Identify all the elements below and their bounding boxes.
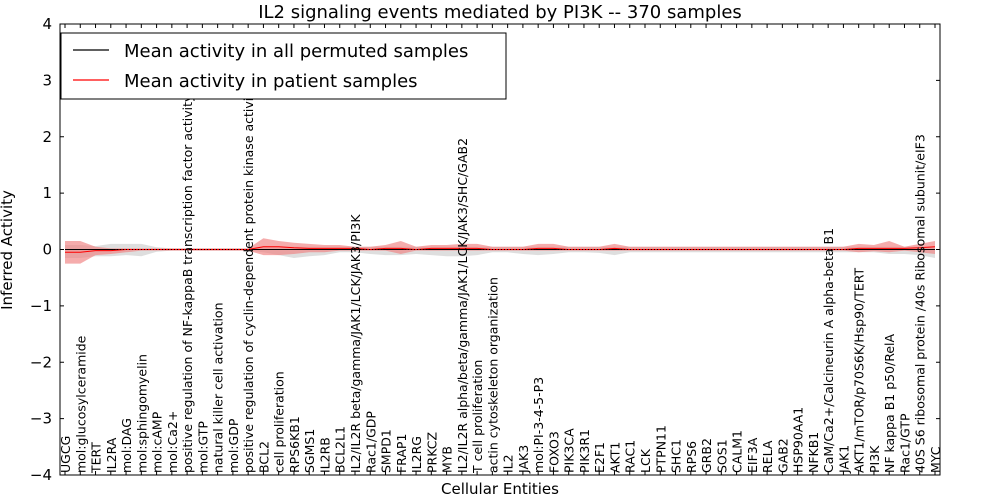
x-tick-label: SOS1 [714, 439, 729, 473]
y-axis-label: Inferred Activity [0, 190, 16, 310]
legend-label-permuted: Mean activity in all permuted samples [124, 41, 468, 62]
y-tick-label: −1 [30, 297, 52, 315]
x-tick-label: mol:cAMP [150, 411, 165, 473]
x-tick-label: actin cytoskeleton organization [485, 277, 500, 473]
x-tick-label: EIF3A [745, 437, 760, 473]
x-tick-label: mol:glucosylceramide [73, 335, 88, 473]
x-tick-label: RAC1 [623, 440, 638, 473]
x-tick-label: PI3K [867, 445, 882, 473]
x-tick-label: FOXO3 [546, 431, 561, 473]
y-tick-label: −3 [30, 410, 52, 428]
x-tick-label: 40S S6 ribosomal protein /40s Ribosomal … [913, 134, 928, 473]
x-tick-label: FRAP1 [394, 434, 409, 473]
x-tick-label: IL2RG [409, 436, 424, 473]
x-axis: UGCG mol:glucosylceramide TERT IL2RA mol:DAG… [58, 24, 943, 475]
x-tick-label: GAB2 [775, 438, 790, 473]
x-tick-label: LCK [638, 448, 653, 473]
x-tick-label: MYC [928, 446, 943, 473]
legend: Mean activity in all permuted samples Me… [60, 32, 507, 100]
y-tick-label: 0 [42, 241, 52, 259]
x-tick-label: PRKCZ [424, 432, 439, 473]
x-tick-label: SHC1 [669, 439, 684, 473]
band-patient [65, 238, 935, 264]
x-tick-label: NFKB1 [806, 432, 821, 473]
x-tick-label: HSP90AA1 [791, 407, 806, 473]
x-tick-label: E2F1 [592, 442, 607, 473]
x-tick-label: PIK3R1 [577, 429, 592, 473]
x-tick-label: natural killer cell activation [211, 302, 226, 473]
band-permuted [65, 243, 935, 258]
x-tick-label: PIK3CA [562, 428, 577, 473]
x-tick-label: mol:PI-3-4-5-P3 [531, 377, 546, 473]
x-tick-label: T cell proliferation [470, 360, 485, 474]
x-axis-label: Cellular Entities [441, 480, 559, 498]
x-tick-label: IL2/IL2R beta/gamma/JAK1/LCK/JAK3/PI3K [348, 214, 363, 473]
x-tick-label: JAK3 [516, 445, 531, 474]
x-tick-label: mol:GTP [195, 421, 210, 473]
x-tick-label: Rac1/GDP [363, 411, 378, 473]
x-tick-label: AKT1 [607, 442, 622, 473]
x-tick-label: mol:sphingomyelin [134, 354, 149, 473]
y-tick-label: −2 [30, 353, 52, 371]
x-tick-label: cell proliferation [272, 371, 287, 473]
x-tick-label: IL2RA [104, 437, 119, 473]
x-tick-label: positive regulation of NF-kappaB transcr… [180, 94, 195, 473]
x-tick-label: MYB [440, 446, 455, 473]
x-tick-label: Rac1/GTP [897, 413, 912, 473]
x-tick-label: NF kappa B1 p50/RelA [882, 333, 897, 473]
y-tick-label: 2 [42, 128, 52, 146]
legend-box [60, 32, 507, 100]
x-tick-label: mol:GDP [226, 418, 241, 473]
x-tick-label: PTPN11 [653, 425, 668, 473]
x-tick-label: IL2 [501, 454, 516, 473]
x-tick-label: IL2/IL2R alpha/beta/gamma/JAK1/LCK/JAK3/… [455, 138, 470, 473]
y-tick-label: 3 [42, 71, 52, 89]
x-tick-label: mol:DAG [119, 418, 134, 473]
x-tick-label: TERT [89, 442, 104, 474]
x-tick-label: BCL2L1 [333, 426, 348, 473]
legend-label-patient: Mean activity in patient samples [124, 71, 418, 92]
x-tick-label: IL2RB [317, 437, 332, 473]
confidence-bands [65, 238, 935, 264]
x-tick-label: SGMS1 [302, 429, 317, 473]
x-tick-label: UGCG [58, 436, 73, 473]
x-tick-label: AKT1/mTOR/p70S6K/Hsp90/TERT [852, 267, 867, 473]
x-tick-label: SMPD1 [379, 429, 394, 473]
y-tick-label: 1 [42, 184, 52, 202]
x-tick-label: positive regulation of cyclin-dependent … [241, 85, 256, 473]
x-tick-label: CALM1 [730, 430, 745, 473]
x-tick-label: RPS6 [684, 441, 699, 473]
y-axis: −4 −3 −2 −1 0 1 2 3 4 [30, 15, 940, 484]
y-tick-label: −4 [30, 466, 52, 484]
x-tick-label: JAK1 [836, 445, 851, 474]
x-tick-label: BCL2 [256, 441, 271, 473]
x-tick-label: CaM/Ca2+/Calcineurin A alpha-beta B1 [821, 228, 836, 473]
x-tick-label: RELA [760, 440, 775, 473]
x-tick-label: mol:Ca2+ [165, 411, 180, 473]
x-tick-label: GRB2 [699, 438, 714, 473]
y-tick-label: 4 [42, 15, 52, 33]
x-tick-label: RPS6KB1 [287, 416, 302, 473]
chart-title: IL2 signaling events mediated by PI3K --… [258, 2, 742, 23]
